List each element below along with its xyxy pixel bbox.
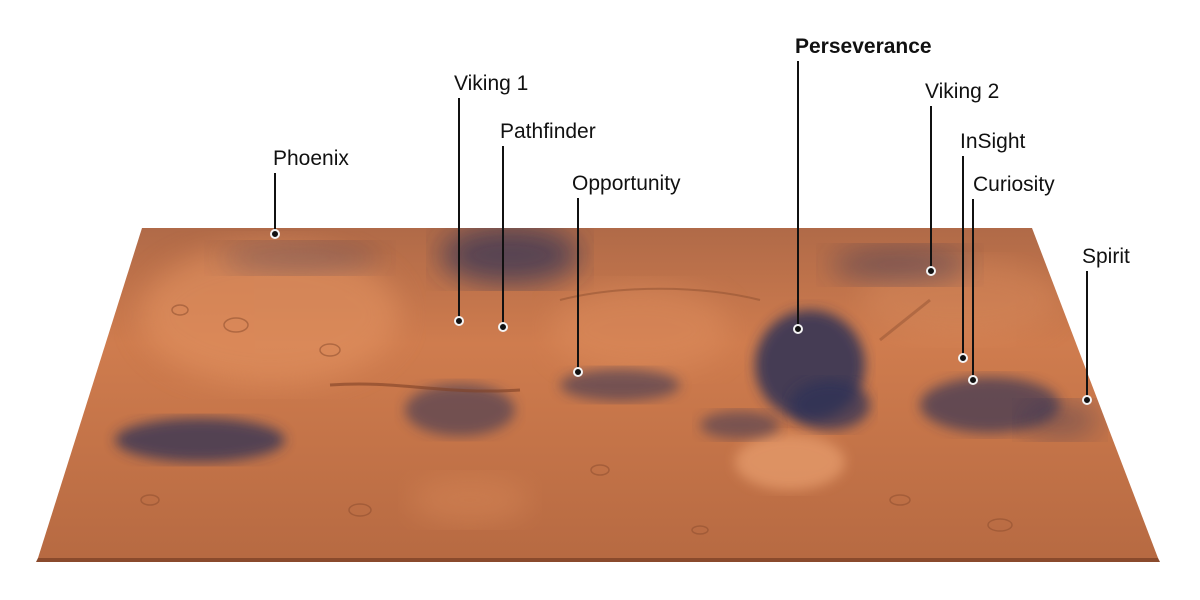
spirit-label: Spirit xyxy=(1082,245,1130,268)
pathfinder-site-marker xyxy=(498,322,508,332)
phoenix-label: Phoenix xyxy=(273,147,349,170)
insight-leader-line xyxy=(962,156,964,358)
curiosity-leader-line xyxy=(972,199,974,380)
spirit-site-marker xyxy=(1082,395,1092,405)
perseverance-label: Perseverance xyxy=(795,35,932,58)
viking-2-label: Viking 2 xyxy=(925,80,1000,103)
curiosity-site-marker xyxy=(968,375,978,385)
spirit-leader-line xyxy=(1086,271,1088,400)
opportunity-label: Opportunity xyxy=(572,172,681,195)
phoenix-leader-line xyxy=(274,173,276,234)
insight-label: InSight xyxy=(960,130,1026,153)
phoenix-site-marker xyxy=(270,229,280,239)
viking-2-leader-line xyxy=(930,106,932,271)
viking-1-label: Viking 1 xyxy=(454,72,529,95)
terrain-features xyxy=(115,228,1100,535)
opportunity-site-marker xyxy=(573,367,583,377)
pathfinder-leader-line xyxy=(502,146,504,327)
perseverance-leader-line xyxy=(797,61,799,329)
curiosity-label: Curiosity xyxy=(973,173,1055,196)
pathfinder-label: Pathfinder xyxy=(500,120,596,143)
insight-site-marker xyxy=(958,353,968,363)
opportunity-leader-line xyxy=(577,198,579,372)
viking-1-site-marker xyxy=(454,316,464,326)
viking-1-leader-line xyxy=(458,98,460,321)
terrain-edge xyxy=(36,558,1160,562)
perseverance-site-marker xyxy=(793,324,803,334)
viking-2-site-marker xyxy=(926,266,936,276)
